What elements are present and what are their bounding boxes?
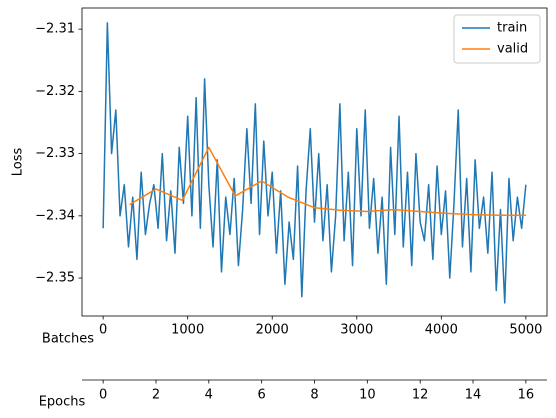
x2-axis-label: Epochs [39,395,86,410]
y-tick-label: −2.35 [35,271,75,286]
x2-tick-label: 16 [518,388,535,403]
x-axis-label: Batches [42,332,94,347]
x2-tick-label: 8 [310,388,318,403]
plot-frame [81,7,548,317]
x2-tick-label: 0 [99,388,107,403]
x-tick-label: 0 [99,323,107,338]
y-axis-label: Loss [11,148,26,177]
x-tick-label: 2000 [256,323,289,338]
legend-label: valid [497,42,528,57]
legend-box [453,14,541,64]
y-tick-label: −2.34 [35,208,75,223]
x2-tick-label: 14 [465,388,482,403]
x-tick-label: 3000 [340,323,373,338]
x2-tick-label: 4 [205,388,213,403]
y-tick-label: −2.31 [35,22,75,37]
x-tick-label: 5000 [509,323,542,338]
line-train [102,22,527,304]
line-valid [129,146,526,216]
y-tick-label: −2.33 [35,146,75,161]
y-tick-label: −2.32 [35,84,75,99]
x2-tick-label: 10 [359,388,376,403]
x-tick-label: 1000 [171,323,204,338]
legend-label: train [497,21,527,36]
x2-tick-label: 6 [258,388,266,403]
x-tick-label: 4000 [425,323,458,338]
x2-tick-label: 2 [152,388,160,403]
x2-tick-label: 12 [412,388,429,403]
